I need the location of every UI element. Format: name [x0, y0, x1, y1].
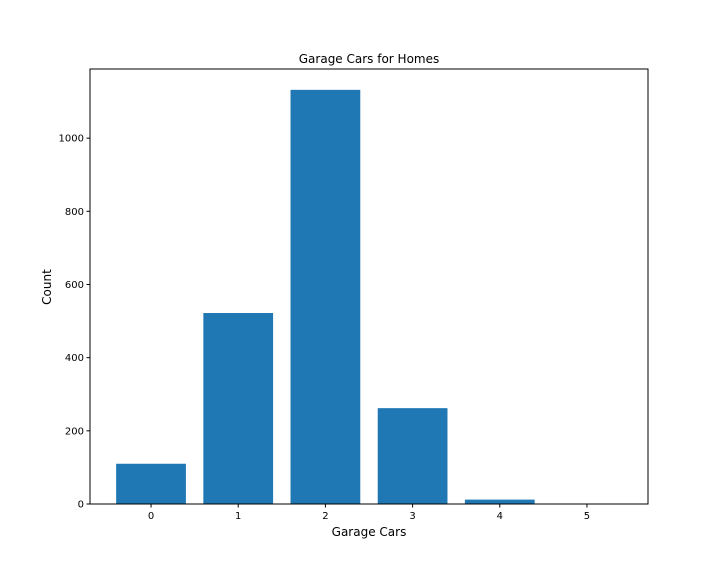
- bar-2: [290, 89, 361, 504]
- x-tick-label: 1: [235, 511, 241, 522]
- x-tick-label: 2: [322, 511, 328, 522]
- bars-layer: [116, 89, 622, 504]
- y-axis-label: Count: [40, 269, 54, 305]
- x-tick-label: 4: [497, 511, 503, 522]
- ticks-layer: 0 1 2 3 4 5 0 200 400 600 800 1000: [59, 134, 591, 522]
- bar-3: [377, 408, 448, 504]
- y-tick-label: 1000: [59, 134, 84, 145]
- y-tick-label: 800: [65, 207, 84, 218]
- bar-1: [203, 313, 274, 504]
- y-tick-label: 400: [65, 353, 84, 364]
- y-tick-label: 600: [65, 280, 84, 291]
- x-tick-label: 5: [584, 511, 590, 522]
- x-axis-label: Garage Cars: [332, 525, 407, 539]
- y-tick-label: 0: [78, 500, 84, 511]
- x-tick-label: 3: [409, 511, 415, 522]
- bar-4: [464, 499, 535, 504]
- plot-frame: [89, 68, 649, 505]
- chart-title: Garage Cars for Homes: [299, 52, 440, 66]
- x-tick-label: 0: [148, 511, 154, 522]
- bar-0: [116, 463, 186, 504]
- y-tick-label: 200: [65, 426, 84, 437]
